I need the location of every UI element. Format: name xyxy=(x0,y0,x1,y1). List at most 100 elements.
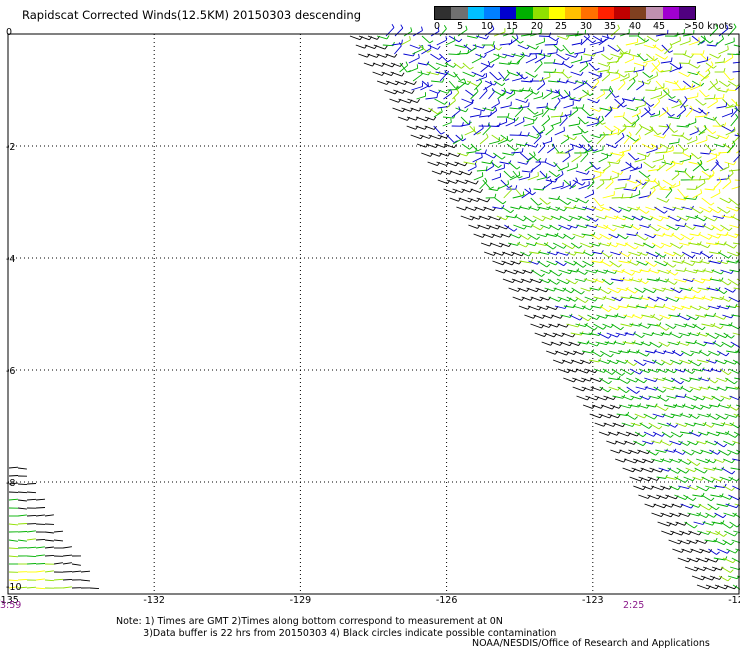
wind-barb xyxy=(482,126,491,136)
wind-barb xyxy=(471,71,483,78)
wind-barb xyxy=(399,62,408,73)
wind-barb xyxy=(685,467,695,473)
wind-barb xyxy=(708,82,718,91)
wind-barb xyxy=(592,278,603,283)
wind-barb xyxy=(691,80,702,87)
wind-barb xyxy=(701,326,706,331)
wind-barb xyxy=(661,431,671,438)
wind-barb xyxy=(690,404,702,410)
wind-barb xyxy=(625,235,629,240)
wind-barb xyxy=(17,499,27,502)
wind-barb xyxy=(719,575,723,580)
wind-barb xyxy=(661,161,672,165)
wind-barb xyxy=(376,53,386,58)
wind-barb xyxy=(680,377,690,383)
wind-barb xyxy=(556,40,559,45)
wind-barb xyxy=(733,44,740,47)
wind-barb xyxy=(645,404,656,408)
wind-barb xyxy=(734,233,740,236)
wind-barb xyxy=(705,64,714,73)
wind-barb xyxy=(509,233,520,239)
wind-barb xyxy=(569,217,573,222)
wind-barb xyxy=(573,260,584,268)
wind-barb xyxy=(671,377,681,385)
wind-barb xyxy=(679,158,691,163)
wind-barb xyxy=(565,80,576,84)
wind-barb xyxy=(733,287,740,290)
wind-barb xyxy=(668,467,671,472)
wind-barb xyxy=(664,449,675,453)
wind-barb xyxy=(635,157,640,161)
wind-barb xyxy=(420,70,423,75)
wind-barb xyxy=(691,152,699,160)
wind-barb xyxy=(720,477,724,482)
wind-barb xyxy=(480,64,491,73)
wind-barb xyxy=(689,388,693,393)
wind-barb xyxy=(707,233,719,239)
wind-barb xyxy=(644,386,657,391)
wind-barb xyxy=(594,297,598,302)
wind-barb xyxy=(633,485,644,491)
wind-barb xyxy=(715,335,720,339)
wind-barb xyxy=(663,87,668,91)
wind-barb xyxy=(680,380,684,385)
wind-barb xyxy=(723,443,728,448)
wind-barb xyxy=(730,109,738,118)
wind-barb xyxy=(429,44,432,49)
wind-barb xyxy=(511,77,523,82)
wind-barb xyxy=(670,530,682,536)
wind-barb xyxy=(713,65,717,69)
wind-barb xyxy=(502,73,510,82)
wind-barb xyxy=(718,278,729,286)
wind-barb xyxy=(609,263,614,267)
wind-barb xyxy=(710,368,721,373)
wind-barb xyxy=(712,131,717,135)
wind-barb xyxy=(620,296,631,299)
wind-barb xyxy=(603,395,614,401)
wind-barb xyxy=(501,206,511,214)
wind-barb xyxy=(644,58,649,62)
wind-barb xyxy=(462,138,467,142)
wind-barb xyxy=(523,217,527,222)
wind-barb xyxy=(439,53,448,63)
wind-barb xyxy=(364,44,375,50)
wind-barb xyxy=(563,126,565,131)
wind-barb xyxy=(426,71,439,76)
wind-barb xyxy=(698,306,702,311)
wind-barb xyxy=(624,58,634,64)
wind-barb xyxy=(470,188,481,194)
chart-title: Rapidscat Corrected Winds(12.5KM) 201503… xyxy=(22,8,362,22)
wind-barb xyxy=(622,79,626,84)
wind-barb xyxy=(725,105,737,109)
wind-barb xyxy=(551,124,554,129)
wind-barb xyxy=(578,184,590,190)
wind-barb xyxy=(698,362,702,367)
wind-barb xyxy=(466,80,479,87)
wind-barb xyxy=(715,413,726,420)
wind-barb xyxy=(663,350,667,355)
wind-barb xyxy=(539,60,543,64)
wind-barb xyxy=(724,431,736,438)
wind-barb xyxy=(563,104,574,109)
wind-barb xyxy=(563,233,573,240)
pass-time-right: 2:25 xyxy=(623,600,645,611)
wind-barb xyxy=(493,152,503,160)
wind-barb xyxy=(691,262,696,266)
wind-barb xyxy=(8,579,19,582)
wind-barb xyxy=(707,459,711,464)
wind-barb xyxy=(602,326,607,330)
wind-barb xyxy=(468,224,478,229)
wind-barb xyxy=(533,188,544,191)
wind-barb xyxy=(695,314,706,318)
wind-barb xyxy=(548,80,559,83)
wind-barb xyxy=(720,227,725,232)
wind-barb xyxy=(683,323,695,329)
wind-barb xyxy=(709,152,719,156)
wind-barb xyxy=(8,523,19,526)
wind-barb xyxy=(695,195,698,200)
wind-barb xyxy=(651,458,662,463)
wind-barb xyxy=(561,71,569,79)
wind-barb xyxy=(660,440,670,446)
wind-barb xyxy=(553,58,556,64)
wind-barb xyxy=(526,44,537,50)
